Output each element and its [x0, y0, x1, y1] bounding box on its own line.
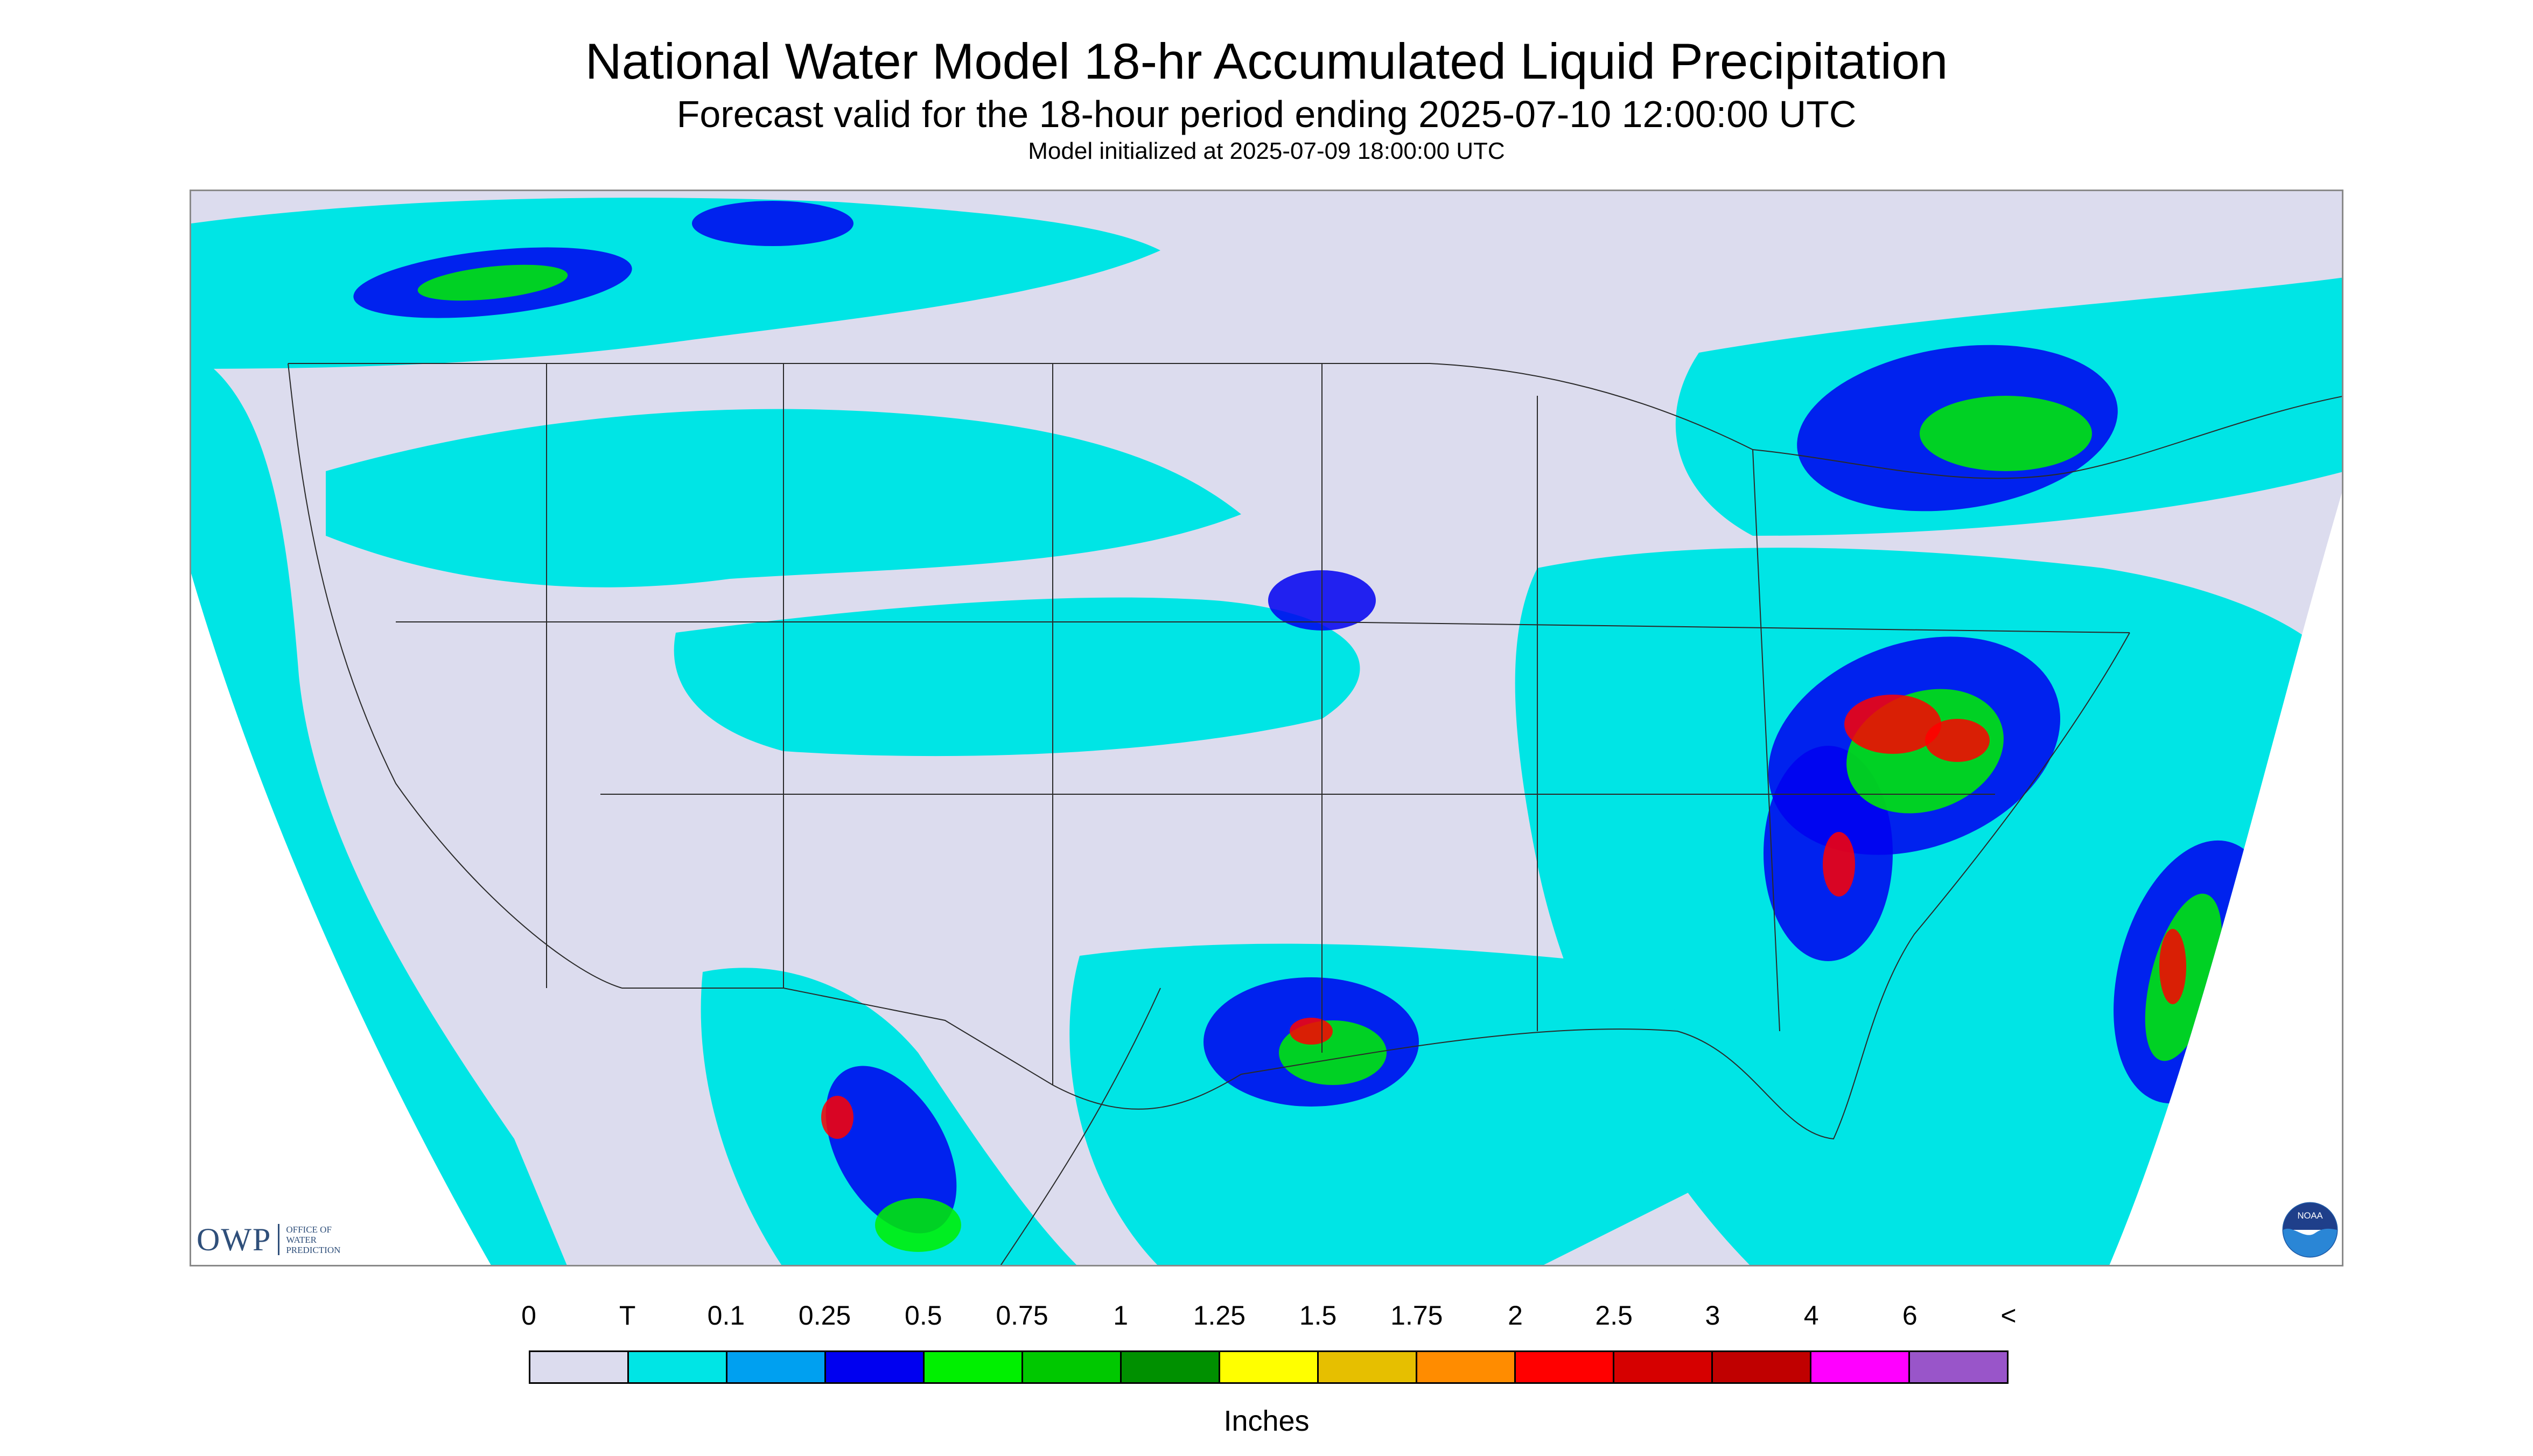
- gulf-east-coast: [1241, 632, 2130, 1140]
- colorbar-swatch: [1122, 1352, 1220, 1382]
- colorbar-swatch: [1910, 1352, 2007, 1382]
- colorbar-swatch: [727, 1352, 826, 1382]
- legend-label: 2.5: [1595, 1300, 1633, 1331]
- central-plains-coverage: [674, 597, 1360, 757]
- noaa-logo-text: NOAA: [2297, 1210, 2323, 1221]
- model-init-time: Model initialized at 2025-07-09 18:00:00…: [1028, 138, 1505, 164]
- colorbar-swatch: [1417, 1352, 1516, 1382]
- legend-label: 3: [1705, 1300, 1720, 1331]
- gulf-coverage: [1069, 943, 1709, 1265]
- owp-logo-divider: [278, 1224, 280, 1255]
- very-heavy-precip-areas: [821, 695, 2186, 1139]
- legend-label: 1.25: [1193, 1300, 1246, 1331]
- legend-label: 1.75: [1390, 1300, 1443, 1331]
- owp-logo: OWP OFFICE OF WATER PREDICTION: [197, 1218, 340, 1261]
- legend-label: T: [619, 1300, 636, 1331]
- legend-unit: Inches: [1223, 1405, 1310, 1437]
- colorbar-swatch: [629, 1352, 727, 1382]
- legend-label: 6: [1902, 1300, 1918, 1331]
- precip-colorbar: [529, 1350, 2009, 1384]
- legend-label: <: [2000, 1300, 2017, 1331]
- colorbar-swatch: [1811, 1352, 1910, 1382]
- state-line-8: [1752, 449, 1780, 1032]
- map-canvas: [191, 191, 2342, 1265]
- mexico-state-line: [1000, 988, 1161, 1265]
- legend-label: 1: [1113, 1300, 1129, 1331]
- legend-label: 0: [521, 1300, 536, 1331]
- legend-label: 0.75: [996, 1300, 1048, 1331]
- colorbar-swatch: [826, 1352, 925, 1382]
- colorbar-swatch: [1713, 1352, 1811, 1382]
- colorbar-swatch: [1319, 1352, 1417, 1382]
- west-coast: [288, 363, 622, 989]
- colorbar-swatch: [1516, 1352, 1614, 1382]
- owp-logo-letters: OWP: [197, 1221, 272, 1257]
- colorbar-swatch: [530, 1352, 629, 1382]
- colorbar-swatch: [925, 1352, 1023, 1382]
- legend-label: 0.5: [905, 1300, 942, 1331]
- political-boundaries: [288, 363, 2342, 1265]
- legend-label: 2: [1508, 1300, 1523, 1331]
- precipitation-map: [190, 190, 2343, 1266]
- noaa-logo-icon: NOAA: [2282, 1202, 2338, 1258]
- owp-logo-line3: PREDICTION: [286, 1244, 341, 1255]
- owp-logo-line1: OFFICE OF: [286, 1224, 332, 1235]
- colorbar-swatch: [1023, 1352, 1122, 1382]
- legend-labels: 0 T 0.1 0.25 0.5 0.75 1 1.25 1.5 1.75 2 2.5 3 4 6 <: [0, 1300, 2533, 1338]
- colorbar-swatch: [1614, 1352, 1713, 1382]
- us-canada-border: [288, 363, 1753, 450]
- legend-label: 4: [1803, 1300, 1819, 1331]
- state-line-6: [396, 621, 2130, 633]
- map-title: National Water Model 18-hr Accumulated L…: [585, 33, 1948, 89]
- northwest-coverage: [191, 198, 1160, 369]
- owp-logo-words: OFFICE OF WATER PREDICTION: [286, 1224, 340, 1255]
- map-subtitle: Forecast valid for the 18-hour period en…: [676, 93, 1857, 135]
- northeast-border: [1752, 396, 2342, 479]
- owp-logo-line2: WATER: [286, 1234, 317, 1245]
- legend-label: 0.25: [798, 1300, 851, 1331]
- legend-label: 1.5: [1299, 1300, 1337, 1331]
- legend-label: 0.1: [707, 1300, 745, 1331]
- colorbar-swatch: [1220, 1352, 1319, 1382]
- us-mexico-border: [622, 988, 1242, 1110]
